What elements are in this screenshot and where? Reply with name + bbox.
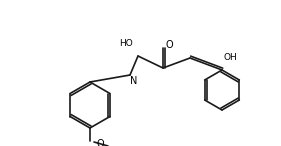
Text: HO: HO (119, 40, 133, 48)
Text: O: O (165, 40, 173, 50)
Text: N: N (130, 76, 138, 86)
Text: O: O (96, 139, 104, 146)
Text: OH: OH (223, 53, 237, 62)
